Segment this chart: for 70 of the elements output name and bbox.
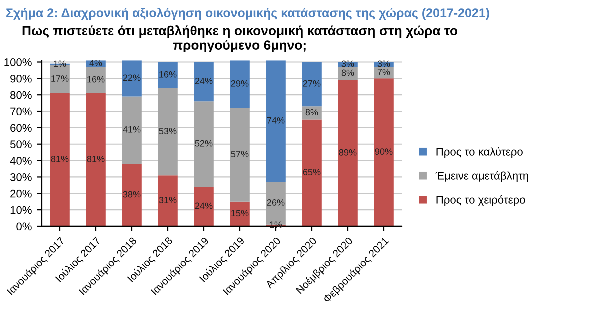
bar: [302, 120, 322, 226]
data-label: 8%: [306, 109, 318, 116]
data-label: 7%: [378, 69, 390, 76]
data-label: 74%: [267, 117, 285, 124]
bar: [158, 88, 178, 176]
y-tick-label: 20%: [10, 190, 32, 198]
data-label: 41%: [123, 126, 141, 133]
data-label: 65%: [303, 169, 321, 176]
data-label: 24%: [195, 78, 213, 84]
bar: [374, 78, 394, 226]
bar: [230, 108, 250, 202]
data-label: 15%: [232, 210, 249, 217]
y-tick-label: 100%: [4, 58, 32, 66]
y-tick-label: 80%: [10, 91, 32, 100]
bar: [230, 202, 250, 226]
data-label: 89%: [339, 149, 357, 156]
y-tick-label: 90%: [10, 74, 32, 83]
data-label: 22%: [123, 74, 141, 82]
data-label: 3%: [378, 60, 390, 68]
legend-label: Προς το χειρότερο: [436, 195, 526, 206]
y-tick-label: 50%: [10, 140, 32, 149]
data-label: 3%: [342, 60, 354, 68]
data-label: 81%: [87, 156, 105, 162]
data-label: 8%: [342, 70, 354, 76]
chart-subtitle: Πως πιστεύετε ότι μεταβλήθηκε η οικονομική κατάσταση στη χώρα το προηγούμενο 6μηνο;: [22, 26, 458, 53]
data-label: 4%: [90, 60, 102, 66]
bar: [230, 60, 250, 108]
legend-label: Προς το καλύτερο: [436, 147, 523, 158]
bar: [158, 176, 178, 226]
data-label: 1%: [270, 222, 282, 228]
data-label: 81%: [51, 156, 69, 162]
data-label: 53%: [159, 128, 177, 134]
legend-label: Έμεινε αμετάβλητη: [436, 171, 528, 182]
bar: [338, 67, 358, 80]
chart-title: Σχήμα 2: Διαχρονική αξιολόγηση οικονομικής κατάστασης της χώρας (2017-2021): [6, 8, 490, 20]
bar: [302, 62, 322, 107]
bar: [122, 164, 142, 226]
bar: [50, 66, 70, 94]
bar: [194, 102, 214, 188]
data-label: 1%: [54, 60, 66, 68]
bar: [374, 67, 394, 79]
bar: [122, 96, 142, 164]
bar: [338, 80, 358, 226]
bar: [158, 62, 178, 89]
data-label: 31%: [159, 197, 177, 204]
bar: [86, 67, 106, 94]
data-label: 16%: [88, 76, 105, 83]
bar: [86, 93, 106, 226]
data-label: 16%: [160, 71, 177, 78]
bar: [266, 60, 286, 182]
data-label: 26%: [267, 200, 285, 206]
bar: [194, 62, 214, 102]
y-tick-label: 70%: [10, 108, 32, 116]
y-tick-label: 0%: [16, 222, 32, 231]
data-label: 29%: [231, 80, 249, 87]
data-label: 38%: [123, 191, 141, 198]
bar: [50, 93, 70, 226]
data-label: 27%: [303, 80, 321, 87]
y-tick-label: 10%: [10, 206, 32, 214]
data-label: 90%: [375, 148, 393, 156]
bar: [194, 187, 214, 226]
y-tick-label: 40%: [10, 157, 32, 165]
data-label: 57%: [231, 151, 249, 158]
bar: [302, 106, 322, 120]
y-tick-label: 30%: [10, 173, 32, 182]
bar: [122, 60, 142, 97]
data-label: 24%: [195, 202, 213, 210]
data-label: 17%: [52, 76, 69, 82]
y-tick-label: 60%: [10, 124, 32, 132]
data-label: 52%: [195, 140, 213, 147]
